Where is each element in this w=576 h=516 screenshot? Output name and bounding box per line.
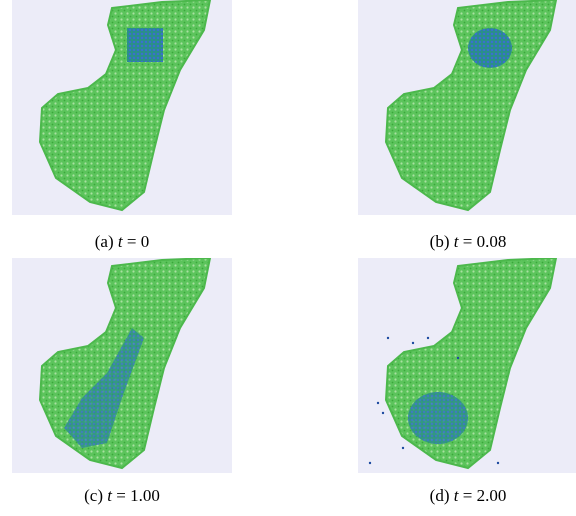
fluid-block: [127, 28, 163, 62]
math-var: t: [118, 232, 123, 251]
particle: [497, 462, 499, 464]
panel-label: (d): [430, 486, 450, 505]
caption: (d) t = 2.00: [358, 486, 576, 506]
particle: [427, 337, 429, 339]
particle: [382, 412, 384, 414]
math-value: = 0.08: [463, 232, 507, 251]
panel-image: [358, 258, 576, 473]
particle: [402, 447, 404, 449]
caption: (b) t = 0.08: [358, 232, 576, 252]
math-value: = 1.00: [116, 486, 160, 505]
panel-image: [358, 0, 576, 215]
fluid-blob: [468, 28, 512, 68]
particle: [457, 357, 459, 359]
math-value: = 2.00: [463, 486, 507, 505]
particle: [387, 337, 389, 339]
math-value: = 0: [127, 232, 149, 251]
panel-image: [12, 258, 232, 473]
particle: [369, 462, 371, 464]
particle: [412, 342, 414, 344]
panel-label: (b): [430, 232, 450, 251]
math-var: t: [107, 486, 112, 505]
fluid-blob: [408, 392, 468, 444]
math-var: t: [454, 486, 459, 505]
caption: (a) t = 0: [12, 232, 232, 252]
math-var: t: [454, 232, 459, 251]
figure: (a) t = 0 (b) t = 0.08 (c) t = 1.00 (d) t =…: [0, 0, 576, 516]
particle: [377, 402, 379, 404]
panel-label: (c): [84, 486, 103, 505]
panel-image: [12, 0, 232, 215]
panel-label: (a): [95, 232, 114, 251]
caption: (c) t = 1.00: [12, 486, 232, 506]
